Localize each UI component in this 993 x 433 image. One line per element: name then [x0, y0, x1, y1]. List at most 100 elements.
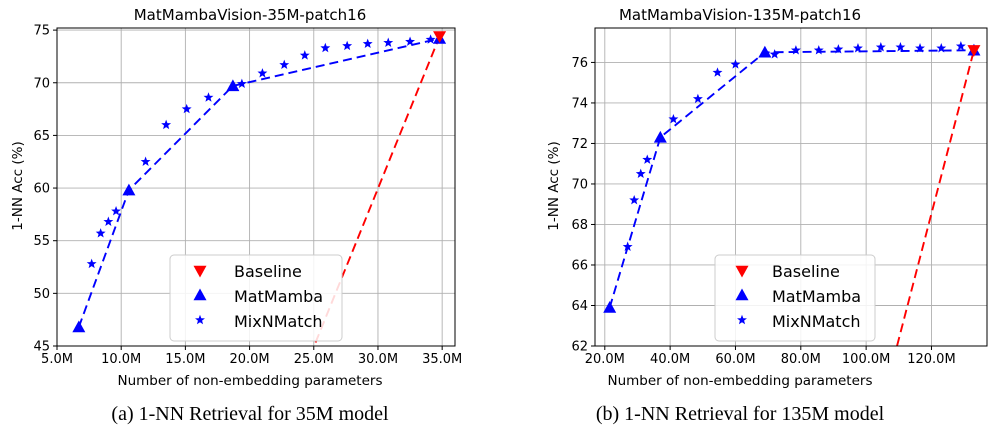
y-tick-label: 72 [571, 137, 588, 152]
data-point-mixnmatch [279, 59, 290, 70]
data-point-mixnmatch [203, 92, 214, 102]
data-point-mixnmatch [103, 216, 114, 226]
data-point-baseline [433, 31, 447, 43]
data-point-mixnmatch [642, 154, 653, 164]
data-point-mixnmatch [790, 45, 801, 55]
x-tick-label: 5.0M [41, 352, 73, 367]
data-point-mixnmatch [95, 228, 106, 238]
series-line-baseline [896, 50, 975, 346]
data-point-mixnmatch [915, 43, 925, 53]
y-tick-label: 66 [571, 258, 588, 273]
x-axis-label: Number of non-embedding parameters [607, 373, 872, 389]
data-point-mixnmatch [895, 42, 906, 52]
data-point-mixnmatch [425, 34, 436, 44]
y-tick-label: 68 [571, 218, 588, 233]
y-tick-label: 70 [571, 177, 588, 192]
data-point-mixnmatch [342, 40, 353, 51]
y-tick-label: 62 [571, 340, 588, 355]
y-tick-label: 60 [33, 182, 50, 197]
legend-label: Baseline [772, 262, 840, 281]
chart-title: MatMambaVision-35M-patch16 [134, 6, 367, 24]
axes-frame [594, 27, 988, 347]
data-point-mixnmatch [833, 44, 844, 54]
data-point-matmamba [122, 183, 136, 196]
data-point-mixnmatch [629, 194, 640, 205]
data-point-mixnmatch [813, 45, 824, 55]
data-point-mixnmatch [140, 156, 151, 166]
panel-caption: (b) 1-NN Retrieval for 135M model [596, 403, 885, 425]
plot-area [603, 41, 981, 346]
data-point-mixnmatch [712, 67, 723, 77]
y-tick-label: 65 [33, 129, 50, 144]
legend-marker-matmamba [193, 288, 207, 301]
series-line-matmamba [77, 37, 440, 328]
y-axis-label: 1-NN Acc (%) [546, 141, 562, 230]
chart-panel-135m: MatMambaVision-135M-patch16 Number of no… [546, 6, 988, 425]
x-tick-label: 20.0M [585, 352, 625, 367]
data-point-mixnmatch [299, 50, 310, 60]
data-point-mixnmatch [86, 258, 97, 269]
y-axis-label: 1-NN Acc (%) [10, 141, 26, 230]
x-tick-label: 30.0M [358, 352, 398, 367]
legend-label: MixNMatch [234, 312, 323, 331]
legend-label: Baseline [234, 262, 302, 281]
data-point-mixnmatch [936, 43, 947, 53]
y-tick-label: 50 [33, 287, 50, 302]
data-point-matmamba [653, 130, 667, 143]
y-tick-label: 74 [571, 96, 588, 111]
legend-marker-mixnmatch [195, 314, 205, 325]
x-tick-label: 40.0M [650, 352, 690, 367]
legend-label: MatMamba [772, 287, 861, 306]
x-tick-label: 60.0M [715, 352, 755, 367]
grid: 20.0M 40.0M 60.0M 80.0M 100.0M 120.0M 62 64 66 68… [571, 28, 987, 367]
legend-marker-baseline [193, 265, 207, 278]
y-tick-label: 70 [33, 76, 50, 91]
data-point-mixnmatch [405, 36, 416, 46]
grid: 5.0M 10.0M 15.0M 20.0M 25.0M 30.0M 35.0M 45 50 55… [33, 24, 462, 367]
x-axis-label: Number of non-embedding parameters [117, 373, 382, 389]
data-point-mixnmatch [383, 37, 394, 47]
data-point-mixnmatch [181, 103, 192, 114]
data-point-matmamba [72, 320, 86, 333]
data-point-mixnmatch [853, 43, 863, 53]
y-tick-label: 76 [571, 56, 588, 71]
series-line-matmamba [608, 49, 974, 308]
y-tick-label: 75 [33, 24, 50, 39]
chart-panel-35m: MatMambaVision-35M-patch16 Number of non… [10, 6, 462, 425]
x-tick-label: 15.0M [165, 352, 205, 367]
legend-label: MatMamba [234, 287, 323, 306]
panel-caption: (a) 1-NN Retrieval for 35M model [111, 403, 389, 425]
legend: Baseline MatMamba MixNMatch [714, 254, 876, 342]
legend-marker-mixnmatch [737, 314, 747, 325]
legend-marker-matmamba [735, 288, 749, 301]
data-point-mixnmatch [161, 119, 172, 130]
data-point-mixnmatch [730, 59, 741, 69]
data-point-mixnmatch [635, 168, 646, 179]
x-tick-label: 100.0M [842, 352, 890, 367]
data-point-mixnmatch [692, 93, 703, 104]
legend-marker-baseline [735, 265, 749, 278]
legend-box [169, 254, 343, 342]
axes-frame [56, 27, 456, 347]
data-point-mixnmatch [362, 38, 373, 48]
data-point-mixnmatch [257, 68, 268, 78]
legend: Baseline MatMamba MixNMatch [169, 254, 343, 342]
x-tick-label: 25.0M [294, 352, 334, 367]
chart-title: MatMambaVision-135M-patch16 [619, 6, 861, 24]
data-point-matmamba [226, 79, 240, 92]
data-point-mixnmatch [320, 42, 331, 53]
data-point-mixnmatch [955, 41, 966, 51]
x-tick-label: 80.0M [781, 352, 821, 367]
data-point-matmamba [758, 45, 772, 58]
y-tick-label: 55 [33, 234, 50, 249]
x-tick-label: 20.0M [229, 352, 269, 367]
data-point-mixnmatch [236, 78, 247, 89]
data-point-mixnmatch [769, 49, 780, 59]
y-tick-label: 64 [571, 299, 588, 314]
data-point-mixnmatch [111, 206, 121, 216]
x-tick-label: 120.0M [907, 352, 955, 367]
data-point-matmamba [603, 301, 617, 313]
data-point-baseline [967, 45, 981, 57]
x-tick-label: 10.0M [101, 352, 141, 367]
